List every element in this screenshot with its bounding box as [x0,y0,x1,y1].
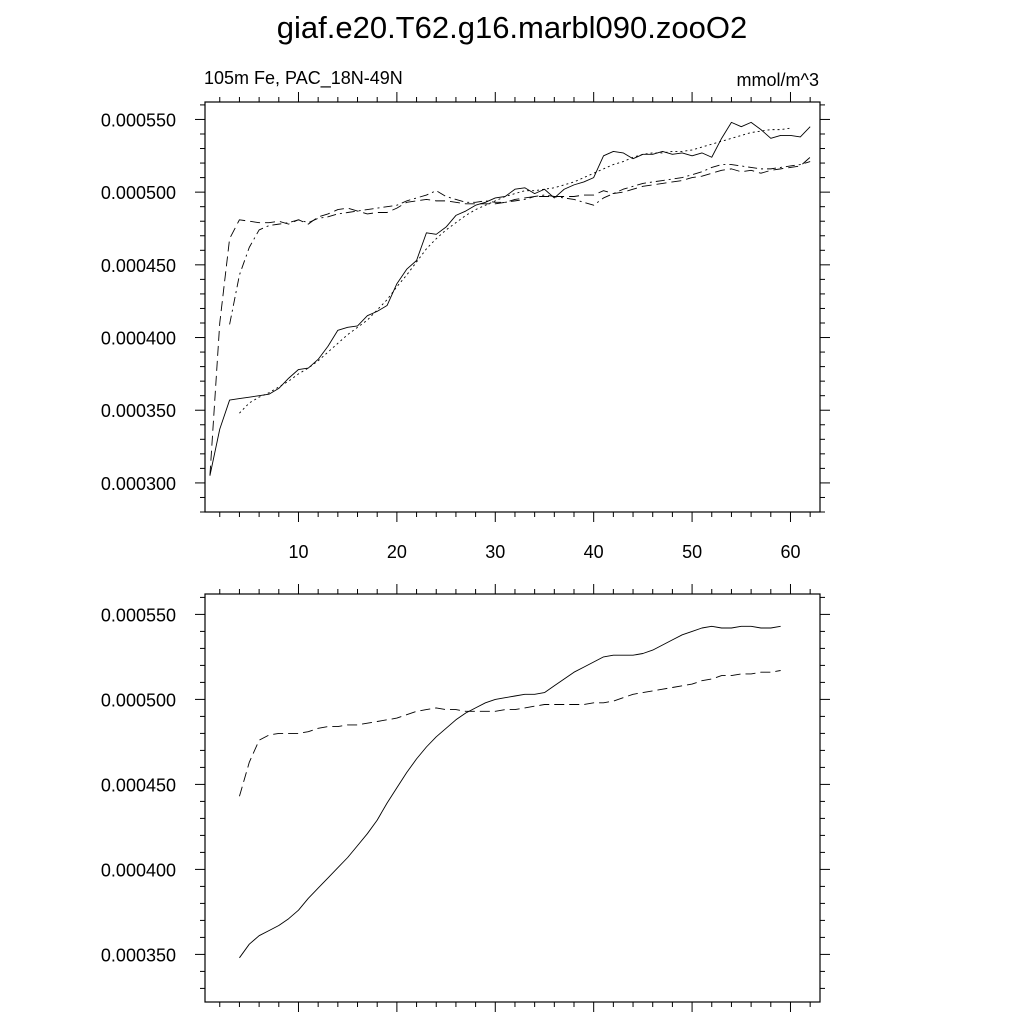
series-line-dashed [239,670,781,797]
x-tick-label: 50 [682,542,702,562]
plot-frame [204,593,821,1003]
y-tick-label: 0.000350 [101,945,176,965]
y-tick-label: 0.000400 [101,329,176,349]
units-label: mmol/m^3 [737,70,819,90]
x-tick-label: 30 [485,542,505,562]
y-tick-label: 0.000400 [101,860,176,880]
x-tick-label: 60 [780,542,800,562]
series-line-dotted [239,127,791,414]
y-tick-label: 0.000300 [101,474,176,494]
y-tick-label: 0.000550 [101,110,176,130]
y-tick-label: 0.000450 [101,775,176,795]
y-tick-label: 0.000500 [101,183,176,203]
series-line-dash-dot [229,161,811,325]
panel-subtitle-left: 105m Fe, PAC_18N-49N [204,68,403,89]
y-tick-label: 0.000350 [101,401,176,421]
top-line-chart: 10 20 30 40 50 60 0.000300 0.000350 0.000400 0.00… [101,92,830,562]
plot-frame [204,101,821,513]
x-tick-label: 20 [387,542,407,562]
series-line-solid [239,625,781,959]
y-tick-label: 0.000550 [101,605,176,625]
x-tick-label: 10 [288,542,308,562]
y-tick-label: 0.000500 [101,690,176,710]
series-line-solid [209,121,811,476]
series-line-dashed [209,156,811,476]
figure-title: giaf.e20.T62.g16.marbl090.zooO2 [277,10,747,45]
y-tick-label: 0.000450 [101,256,176,276]
x-tick-label: 40 [584,542,604,562]
bottom-line-chart: 0.000350 0.000400 0.000450 0.000500 0.000550 [101,584,830,1012]
